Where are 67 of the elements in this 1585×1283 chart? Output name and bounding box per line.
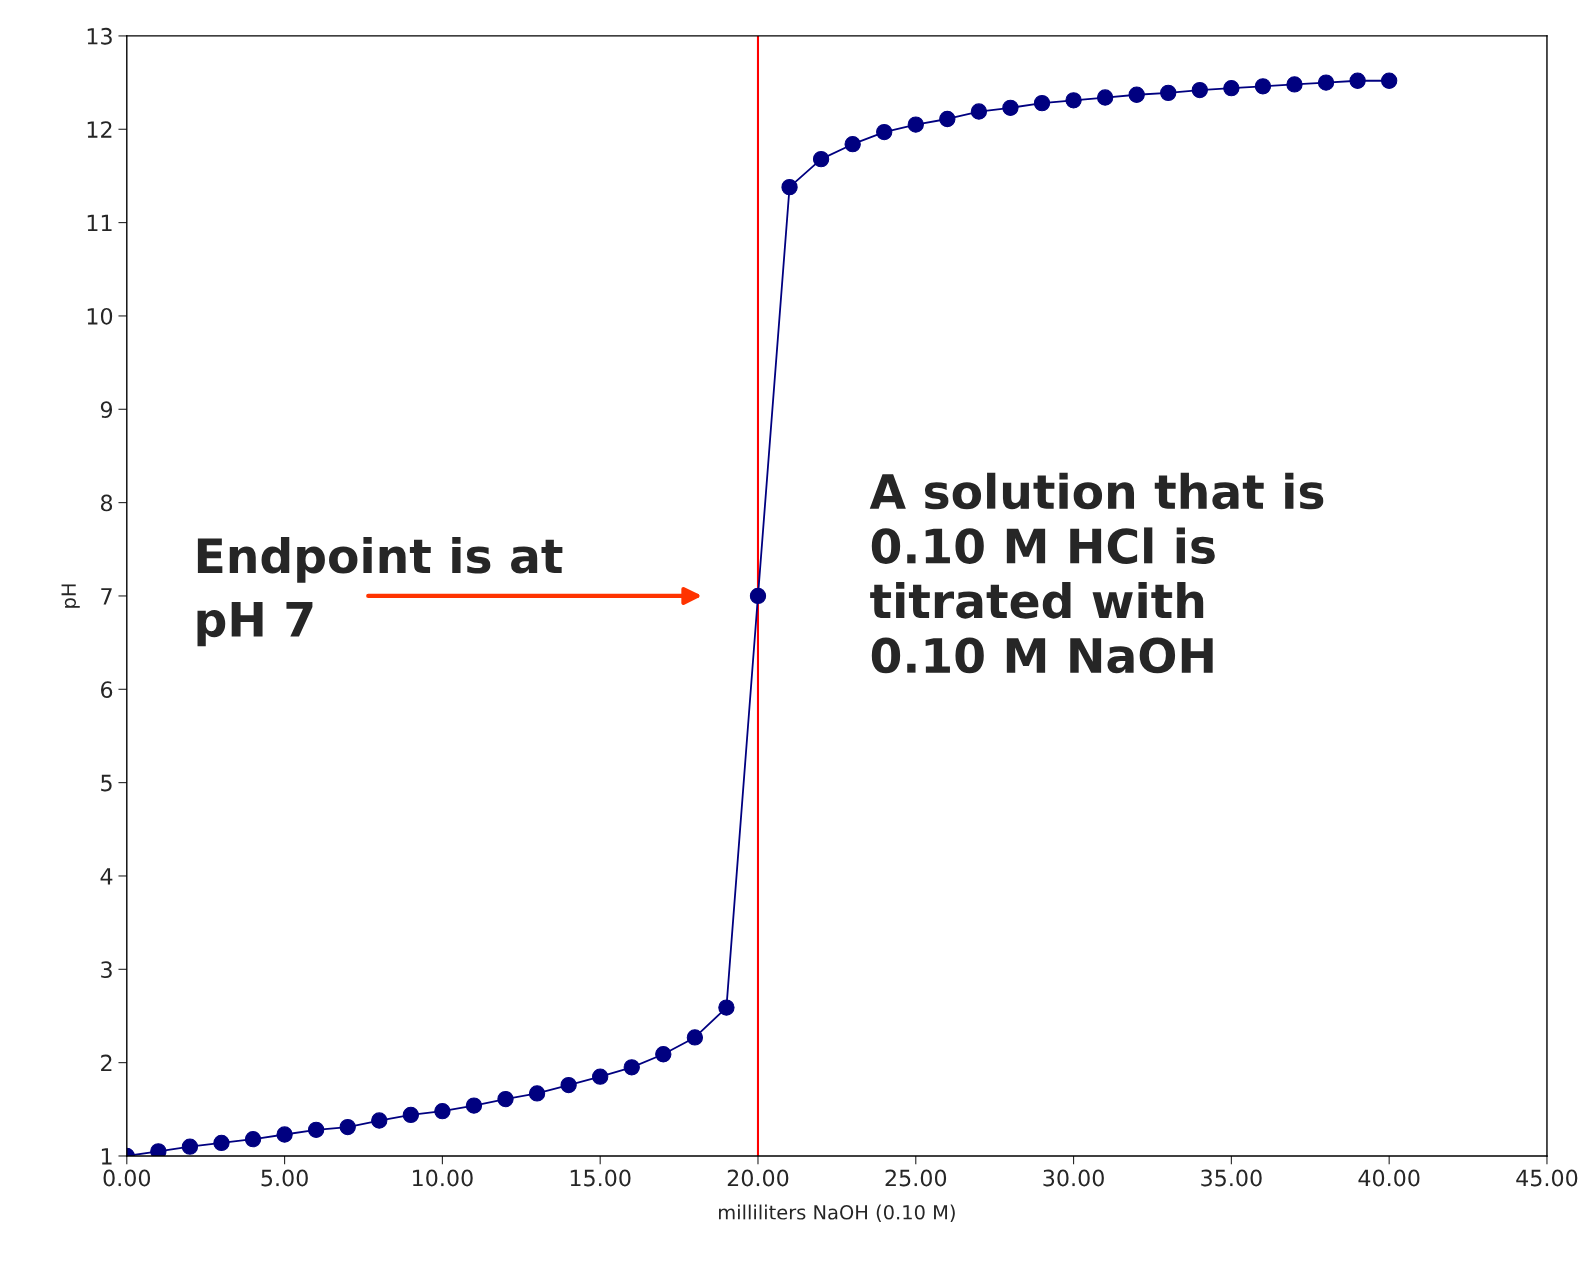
- point: [1349, 72, 1366, 89]
- point: [1381, 72, 1398, 89]
- point: [402, 1106, 419, 1124]
- point: [592, 1068, 609, 1085]
- y-tick-label: 13: [87, 27, 112, 45]
- y-tick-label: 8: [100, 494, 113, 512]
- point: [718, 999, 735, 1016]
- y-tick-label: 11: [87, 214, 112, 232]
- point: [781, 178, 798, 196]
- y-tick-label: 6: [101, 681, 113, 699]
- point: [434, 1103, 451, 1120]
- point: [308, 1121, 325, 1139]
- point: [1033, 94, 1051, 112]
- point: [1096, 89, 1114, 106]
- point: [150, 1143, 167, 1156]
- x-tick-label: 25.00: [885, 1169, 947, 1187]
- annotation: Endpoint is at pH 7: [197, 537, 563, 647]
- point: [1254, 78, 1272, 95]
- point: [970, 103, 988, 120]
- point: [907, 116, 924, 133]
- y-tick-label: 7: [101, 588, 112, 605]
- x-tick-label: 30.00: [1043, 1169, 1104, 1187]
- annotation: A solution that is 0.10 M HCl is titrated with 0.10 M NaOH: [869, 472, 1324, 674]
- point: [560, 1076, 577, 1094]
- point: [655, 1046, 672, 1063]
- y-axis-title: pH: [61, 584, 80, 608]
- y-tick-label: 10: [87, 307, 113, 325]
- point: [276, 1126, 293, 1143]
- point: [939, 110, 956, 128]
- point: [686, 1029, 704, 1046]
- point: [1223, 80, 1240, 97]
- point: [812, 150, 830, 168]
- point: [749, 587, 767, 605]
- point: [1286, 76, 1303, 93]
- point: [339, 1118, 356, 1136]
- point: [1191, 81, 1208, 99]
- point: [1002, 99, 1019, 116]
- point: [1317, 74, 1335, 91]
- x-tick-label: 45.00: [1516, 1169, 1578, 1187]
- point: [244, 1131, 262, 1148]
- point: [497, 1090, 514, 1108]
- point: [844, 136, 861, 153]
- point: [465, 1097, 483, 1114]
- y-tick-label: 3: [101, 961, 112, 979]
- x-tick-label: 15.00: [570, 1169, 631, 1187]
- point: [1160, 84, 1177, 102]
- y-tick-label: 5: [101, 774, 112, 792]
- point: [876, 123, 893, 141]
- x-tick-label: 40.00: [1358, 1169, 1420, 1187]
- y-tick-label: 1: [101, 1148, 112, 1165]
- x-tick-label: 0.00: [103, 1169, 151, 1187]
- x-tick-label: 5.00: [261, 1169, 308, 1187]
- point: [528, 1085, 546, 1102]
- point: [623, 1059, 640, 1076]
- x-tick-label: 35.00: [1201, 1169, 1262, 1187]
- point: [1065, 92, 1082, 109]
- y-tick-label: 12: [87, 121, 112, 138]
- point: [1128, 86, 1145, 103]
- x-axis-title: milliliters NaOH (0.10 M): [719, 1204, 955, 1222]
- y-tick-label: 4: [100, 868, 113, 885]
- y-tick-label: 9: [100, 401, 113, 419]
- x-tick-label: 10.00: [413, 1169, 473, 1187]
- y-tick-label: 2: [101, 1054, 112, 1072]
- point: [181, 1138, 199, 1155]
- point: [213, 1134, 230, 1152]
- x-tick-label: 20.00: [727, 1169, 789, 1187]
- point: [371, 1112, 388, 1129]
